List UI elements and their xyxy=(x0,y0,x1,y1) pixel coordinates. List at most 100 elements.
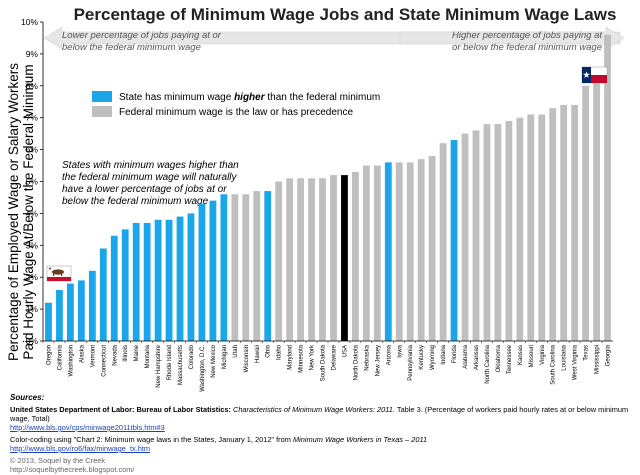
x-tick-label: Oregon xyxy=(46,345,52,365)
y-axis-label-line1: Percentage of Employed Wage or Salary Wo… xyxy=(6,63,21,361)
legend-label-federal: Federal minimum wage is the law or has p… xyxy=(119,107,353,118)
x-tick-label: Connecticut xyxy=(101,345,107,377)
bar-north-dakota xyxy=(352,171,359,341)
x-tick-label: Illinois xyxy=(123,345,129,362)
x-tick-label: Virginia xyxy=(540,344,546,365)
bar-washington-d-c xyxy=(198,203,206,341)
x-tick-label: Arizona xyxy=(386,344,392,365)
x-tick-label: Tennessee xyxy=(507,344,513,374)
x-tick-label: North Dakota xyxy=(353,344,359,380)
bar-pennsylvania xyxy=(406,162,414,341)
arrow-right-text-line2: or below the federal minimum wage xyxy=(452,42,602,53)
bar-kansas xyxy=(516,117,524,341)
x-tick-label: Wyoming xyxy=(430,345,436,370)
annotation-line4: below the federal minimum wage xyxy=(62,196,209,207)
bls-organization: United States Department of Labor: Burea… xyxy=(10,405,233,414)
x-tick-label: Idaho xyxy=(277,344,283,360)
annotation-line2: the federal minimum wage will naturally xyxy=(62,172,238,183)
y-tick-label: 7% xyxy=(26,113,39,123)
bar-virginia xyxy=(538,114,546,341)
bar-washington xyxy=(67,283,74,341)
x-tick-label: Maine xyxy=(134,344,140,361)
y-tick-label: 3% xyxy=(26,240,39,250)
color-note-text: Color-coding using "Chart 2: Minimum wag… xyxy=(10,435,293,444)
y-tick-label: 9% xyxy=(26,49,39,59)
bar-colorado xyxy=(187,213,195,341)
x-tick-label: Vermont xyxy=(90,345,96,368)
x-tick-label: USA xyxy=(342,345,348,357)
bar-usa xyxy=(341,175,348,341)
y-tick-label: 5% xyxy=(26,177,39,187)
bar-georgia xyxy=(604,34,611,341)
bar-ohio xyxy=(264,191,272,341)
bar-nevada xyxy=(110,235,118,341)
bar-wisconsin xyxy=(242,194,250,341)
bar-california xyxy=(56,289,63,341)
color-note-title: Minimum Wage Workers in Texas – 2011 xyxy=(292,435,428,444)
bar-idaho xyxy=(275,181,283,341)
bar-missouri xyxy=(527,114,535,341)
annotation-line3: have a lower percentage of jobs at or xyxy=(62,184,227,195)
color-note-link[interactable]: http://www.bls.gov/ro6/fax/minwage_tx.ht… xyxy=(10,444,151,453)
x-tick-label: New Mexico xyxy=(211,344,217,377)
bar-rhode-island xyxy=(165,219,173,341)
x-tick-label: South Dakota xyxy=(321,344,327,381)
x-tick-label: Louisiana xyxy=(562,344,568,370)
x-tick-label: New Jersey xyxy=(375,345,381,376)
y-tick-label: 4% xyxy=(26,208,39,218)
x-tick-label: Indiana xyxy=(441,344,447,364)
blog-link[interactable]: http://soquelbythecreek.blogspot.com/ xyxy=(10,465,135,474)
bar-massachusetts xyxy=(176,216,184,341)
x-tick-label: Nebraska xyxy=(364,344,370,370)
bar-alabama xyxy=(461,133,469,341)
bar-florida xyxy=(450,140,458,341)
bar-utah xyxy=(231,194,239,341)
x-tick-label: Florida xyxy=(452,344,458,363)
bar-indiana xyxy=(439,143,447,341)
x-tick-label: Hawaii xyxy=(255,345,261,363)
legend-swatch-higher xyxy=(92,91,112,102)
x-tick-label: Colorado xyxy=(189,344,195,369)
x-tick-label: West Virginia xyxy=(573,344,579,380)
x-tick-label: Alabama xyxy=(463,344,469,368)
x-tick-label: Kentucky xyxy=(419,345,425,370)
x-tick-label: Delaware xyxy=(331,344,337,370)
x-tick-label: Iowa xyxy=(397,344,403,357)
bar-new-jersey xyxy=(373,165,381,341)
bar-illinois xyxy=(121,229,129,341)
x-tick-label: Missouri xyxy=(529,345,535,367)
x-tick-label: Washington, D.C. xyxy=(200,345,206,392)
y-tick-label: 8% xyxy=(26,81,39,91)
arrow-left-text-line2: below the federal minimum wage xyxy=(62,42,201,53)
y-tick-label: 1% xyxy=(26,304,39,314)
bar-louisiana xyxy=(560,104,568,341)
x-tick-label: Kansas xyxy=(518,345,524,365)
legend-swatch-federal xyxy=(92,106,112,117)
bls-link[interactable]: http://www.bls.gov/cps/minwage2011tbls.h… xyxy=(10,423,165,432)
bar-oklahoma xyxy=(494,124,502,341)
chart: Percentage of Minimum Wage Jobs and Stat… xyxy=(6,5,625,392)
sources-label: Sources: xyxy=(10,393,45,402)
x-tick-label: Texas xyxy=(584,345,590,361)
x-tick-label: Georgia xyxy=(606,344,612,366)
bar-maryland xyxy=(286,178,294,341)
bar-oregon xyxy=(45,302,52,341)
footer: Sources: United States Department of Lab… xyxy=(10,393,632,474)
legend-label-higher: State has minimum wage higher than the f… xyxy=(119,92,380,103)
x-tick-label: Washington xyxy=(68,345,74,376)
bls-citation-detail: Table 3. (Percentage of workers paid hou… xyxy=(10,405,629,423)
x-tick-label: North Carolina xyxy=(485,344,491,383)
x-tick-label: Ohio xyxy=(266,344,272,357)
x-tick-label: Utah xyxy=(233,345,239,358)
bar-michigan xyxy=(220,194,228,341)
bar-new-mexico xyxy=(209,200,217,341)
x-tick-label: Wisconsin xyxy=(244,345,250,372)
x-tick-label: Montana xyxy=(145,344,151,368)
bar-wyoming xyxy=(428,155,436,341)
y-tick-label: 6% xyxy=(26,145,39,155)
bar-new-york xyxy=(308,178,315,341)
bar-mississippi xyxy=(593,69,600,341)
x-tick-label: New Hampshire xyxy=(156,344,162,387)
x-tick-label: Maryland xyxy=(288,345,294,370)
x-tick-label: Nevada xyxy=(112,344,118,365)
